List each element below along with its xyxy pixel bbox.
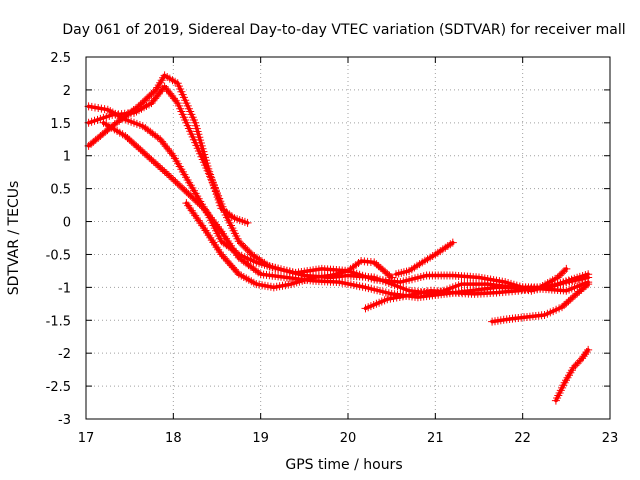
y-tick-label: 0.5 [50,183,71,198]
x-tick-label: 22 [514,431,531,446]
y-tick-label: -2 [58,347,71,362]
data-point [141,96,149,105]
y-tick-label: -0.5 [46,248,71,263]
data-point [376,264,385,272]
y-tick-label: -2.5 [46,380,71,395]
data-point [387,273,396,282]
plot-frame [85,56,611,420]
y-tick-label: 1 [63,150,71,165]
axis-ticks: 17 18 19 20 21 22 23 -3 -2.5 -2 -1.5 -1 -0.5 0 0.5 1 1.5… [46,51,619,446]
data-point [582,348,591,356]
series-track-5 [182,199,396,292]
x-tick-label: 18 [165,431,182,446]
data-point [578,354,587,363]
data-point [100,105,109,114]
data-point [125,135,134,144]
x-tick-label: 23 [602,431,619,446]
data-point [243,218,252,227]
data-point [389,294,398,303]
y-tick-label: 0 [63,216,71,231]
x-tick-label: 17 [78,431,95,446]
data-series [84,71,593,405]
x-tick-label: 20 [340,431,357,446]
data-point [178,183,187,192]
y-tick-label: 1.5 [50,117,71,132]
y-tick-label: -1.5 [46,314,71,329]
data-point [562,278,571,287]
data-point [558,303,566,312]
data-point [562,264,571,273]
x-axis-label: GPS time / hours [285,457,402,473]
data-point [193,198,202,207]
data-point [94,104,103,112]
series-track-7 [392,238,457,279]
data-point [405,291,414,300]
data-point [165,171,173,180]
data-point [217,250,226,259]
series-track-9 [551,345,593,405]
series-track-6 [361,264,571,313]
data-point [87,102,96,111]
x-tick-label: 19 [252,431,269,446]
y-axis-label: SDTVAR / TECUs [6,181,22,296]
chart-title: Day 061 of 2019, Sidereal Day-to-day VTE… [62,22,625,38]
y-tick-label: 2 [63,84,71,99]
data-point [579,352,588,361]
data-point [558,269,566,278]
data-point [151,159,160,168]
data-point [573,289,582,298]
data-point [448,238,457,247]
y-tick-label: -1 [58,281,71,296]
y-tick-label: 2.5 [50,51,71,66]
x-tick-label: 21 [427,431,444,446]
data-point [584,280,593,289]
data-point [584,345,593,354]
data-point [138,147,147,156]
y-tick-label: -3 [58,413,71,428]
series-track-8 [488,280,593,326]
